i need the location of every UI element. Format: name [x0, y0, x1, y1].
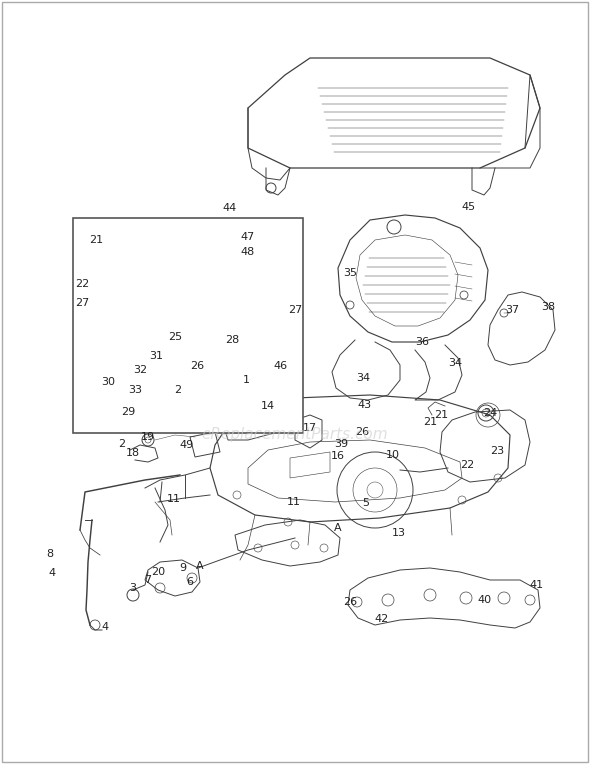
Text: 11: 11 [287, 497, 301, 507]
Text: 13: 13 [392, 528, 406, 538]
Text: 27: 27 [75, 298, 89, 308]
Text: 4: 4 [48, 568, 55, 578]
Text: 25: 25 [168, 332, 182, 342]
Text: 22: 22 [460, 460, 474, 470]
FancyBboxPatch shape [73, 218, 303, 433]
Text: 5: 5 [362, 498, 369, 508]
Text: 23: 23 [490, 446, 504, 456]
Text: 41: 41 [529, 580, 543, 590]
Text: 38: 38 [541, 302, 555, 312]
Text: 24: 24 [483, 408, 497, 418]
Text: 2: 2 [119, 439, 126, 449]
Text: 28: 28 [225, 335, 239, 345]
Text: 47: 47 [241, 232, 255, 242]
Text: 4: 4 [101, 622, 109, 632]
Text: 2: 2 [175, 385, 182, 395]
Text: A: A [334, 523, 342, 533]
Text: 36: 36 [415, 337, 429, 347]
Text: 22: 22 [75, 279, 89, 289]
Text: 18: 18 [126, 448, 140, 458]
Text: 43: 43 [357, 400, 371, 410]
Text: 21: 21 [434, 410, 448, 420]
Text: 6: 6 [186, 577, 194, 587]
Text: 29: 29 [121, 407, 135, 417]
Text: 40: 40 [477, 595, 491, 605]
Text: 14: 14 [261, 401, 275, 411]
Text: eReplacementParts.com: eReplacementParts.com [202, 428, 388, 442]
Text: 7: 7 [145, 575, 152, 585]
Text: 34: 34 [448, 358, 462, 368]
Text: 35: 35 [343, 268, 357, 278]
Text: 16: 16 [331, 451, 345, 461]
Text: 31: 31 [149, 351, 163, 361]
Text: A: A [196, 561, 204, 571]
Text: 46: 46 [274, 361, 288, 371]
Text: 26: 26 [355, 427, 369, 437]
Text: 21: 21 [423, 417, 437, 427]
Text: 3: 3 [129, 583, 136, 593]
Text: 32: 32 [133, 365, 147, 375]
Text: 26: 26 [343, 597, 357, 607]
Text: 39: 39 [334, 439, 348, 449]
Text: 17: 17 [303, 423, 317, 433]
Text: 49: 49 [180, 440, 194, 450]
Text: 11: 11 [167, 494, 181, 504]
Text: 48: 48 [241, 247, 255, 257]
Text: 19: 19 [141, 432, 155, 442]
Text: 37: 37 [505, 305, 519, 315]
Text: 21: 21 [89, 235, 103, 245]
Text: 42: 42 [375, 614, 389, 624]
Text: 44: 44 [223, 203, 237, 213]
Text: 30: 30 [101, 377, 115, 387]
Text: 1: 1 [242, 375, 250, 385]
Text: 20: 20 [151, 567, 165, 577]
Text: 45: 45 [461, 202, 475, 212]
Text: 26: 26 [190, 361, 204, 371]
Text: 8: 8 [47, 549, 54, 559]
Text: 9: 9 [179, 563, 186, 573]
Text: 10: 10 [386, 450, 400, 460]
Text: 33: 33 [128, 385, 142, 395]
Text: 34: 34 [356, 373, 370, 383]
Text: 27: 27 [288, 305, 302, 315]
